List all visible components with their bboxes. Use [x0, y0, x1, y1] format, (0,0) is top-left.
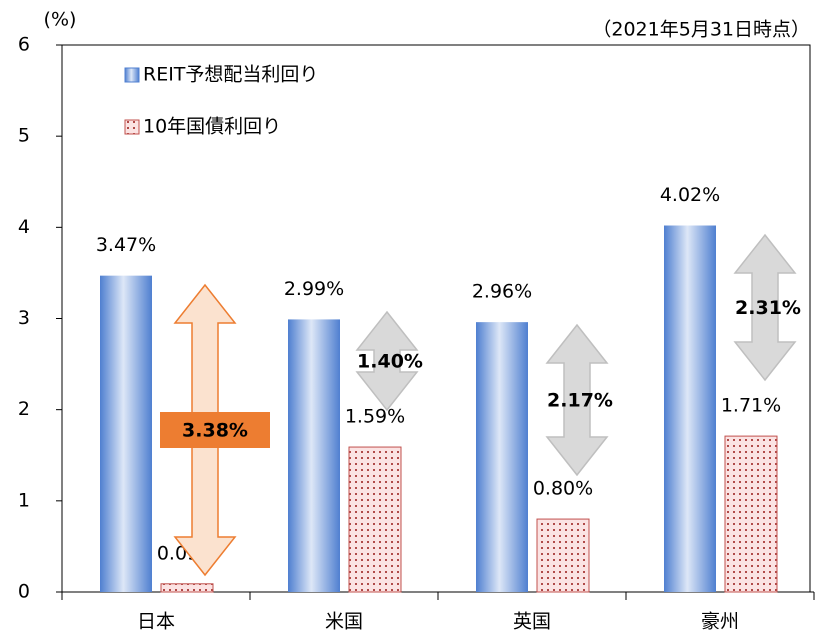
value-label: 1.59% — [345, 406, 405, 428]
y-tick-label: 1 — [18, 489, 30, 511]
value-label: 4.02% — [660, 184, 720, 206]
spread-arrow — [733, 233, 797, 382]
bar — [724, 435, 778, 593]
bar — [664, 225, 716, 592]
bar — [160, 583, 214, 593]
y-axis-label: (%) — [44, 9, 77, 31]
spread-label: 2.17% — [547, 390, 613, 412]
y-tick-label: 4 — [18, 216, 30, 238]
y-tick-label: 5 — [18, 125, 30, 147]
y-tick-label: 2 — [18, 398, 30, 420]
spread-label: 2.31% — [735, 297, 801, 319]
spread-arrow — [355, 310, 419, 412]
y-tick-label: 0 — [18, 581, 30, 603]
x-tick-label: 日本 — [137, 611, 175, 633]
legend-swatch — [124, 119, 140, 135]
x-tick-label: 米国 — [325, 611, 363, 633]
legend-label: REIT予想配当利回り — [143, 64, 318, 86]
bar — [348, 446, 402, 593]
x-tick-label: 豪州 — [701, 611, 739, 633]
note: （2021年5月31日時点） — [592, 19, 810, 41]
value-label: 2.96% — [472, 281, 532, 303]
legend-label: 10年国債利回り — [143, 116, 281, 138]
spread-arrow — [545, 323, 609, 477]
legend-swatch — [124, 67, 140, 83]
y-tick-label: 3 — [18, 307, 30, 329]
value-label: 1.71% — [721, 395, 781, 417]
value-label: 3.47% — [96, 234, 156, 256]
x-tick-label: 英国 — [513, 611, 551, 633]
bar — [288, 319, 340, 592]
bar — [476, 322, 528, 592]
y-tick-label: 6 — [18, 34, 30, 56]
spread-label-box — [160, 412, 270, 448]
spread-label: 1.40% — [357, 351, 423, 373]
bar — [536, 518, 590, 593]
bar — [100, 275, 152, 592]
value-label: 2.99% — [284, 278, 344, 300]
spread-label: 3.38% — [182, 420, 248, 442]
value-label: 0.80% — [533, 478, 593, 500]
